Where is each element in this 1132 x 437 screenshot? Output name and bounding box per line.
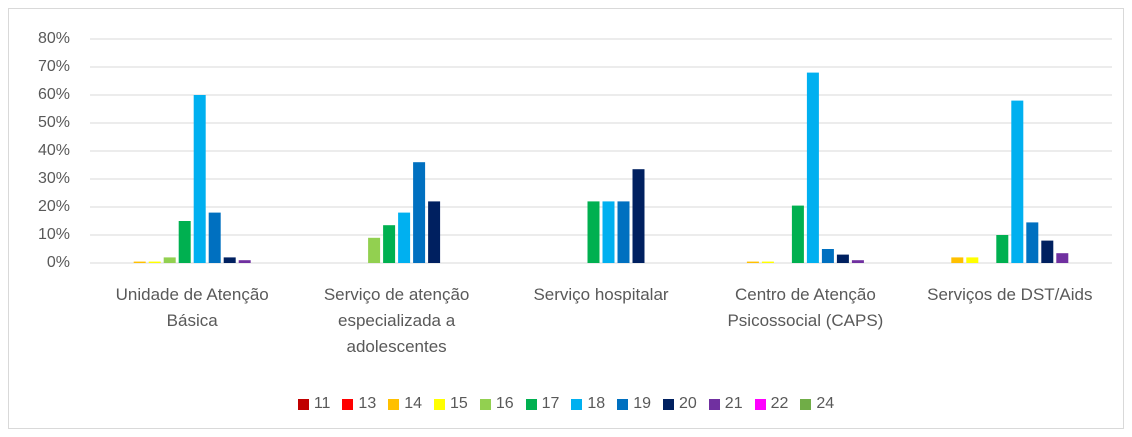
- bar: [428, 201, 441, 263]
- legend-swatch: [434, 398, 446, 410]
- bar: [383, 225, 396, 263]
- legend-label: 24: [816, 395, 835, 412]
- bar: [238, 260, 251, 263]
- legend-swatch: [342, 398, 354, 410]
- bar: [966, 257, 979, 263]
- x-tick-label: Unidade de Atenção Básica: [115, 285, 269, 330]
- legend-swatch: [663, 398, 674, 410]
- bar: [821, 249, 834, 263]
- legend-item: 15: [434, 395, 468, 413]
- bar: [761, 261, 774, 263]
- legend-label: 11: [313, 395, 331, 412]
- bar: [587, 201, 600, 263]
- legend-label: 19: [633, 395, 651, 412]
- legend-swatch: [800, 398, 812, 410]
- bar: [1011, 100, 1024, 263]
- legend-item: 18: [571, 395, 605, 413]
- y-tick-label: 40%: [38, 142, 70, 159]
- bar: [133, 261, 146, 263]
- legend-label: 18: [587, 395, 606, 412]
- bar: [413, 162, 426, 263]
- bar: [806, 72, 819, 263]
- legend-item: 16: [479, 395, 514, 413]
- legend-item: 14: [388, 395, 422, 413]
- legend-item: 21: [708, 395, 743, 413]
- bar: [1041, 240, 1054, 263]
- legend-item: 24: [800, 395, 834, 413]
- legend-swatch: [754, 398, 766, 410]
- bar: [836, 254, 849, 263]
- bar: [791, 205, 804, 263]
- legend-item: 13: [342, 395, 376, 413]
- legend-swatch: [388, 398, 400, 410]
- legend-swatch: [571, 398, 583, 410]
- chart-frame: [8, 8, 1124, 429]
- legend-label: 17: [541, 395, 560, 412]
- legend-item: 20: [663, 395, 697, 413]
- y-tick-label: 30%: [38, 170, 70, 187]
- bar: [996, 235, 1009, 263]
- bar: [193, 95, 206, 263]
- bar: [617, 201, 630, 263]
- bar: [368, 237, 381, 263]
- y-tick-label: 0%: [47, 254, 70, 271]
- legend-item: 11: [297, 395, 331, 413]
- legend-swatch: [617, 398, 629, 410]
- legend-label: 15: [450, 395, 468, 412]
- x-tick-label: Centro de Atenção Psicossocial (CAPS): [727, 285, 884, 330]
- legend-label: 14: [404, 395, 423, 412]
- bar: [951, 257, 964, 263]
- legend-swatch: [525, 398, 537, 410]
- bar: [746, 261, 759, 263]
- y-tick-label: 80%: [38, 30, 70, 47]
- bar: [632, 169, 645, 263]
- x-tick-label: Serviço de atenção especializada a adole…: [323, 285, 470, 356]
- legend-label: 22: [770, 395, 789, 412]
- legend-item: 19: [617, 395, 651, 413]
- bar: [398, 212, 411, 263]
- bar: [1026, 222, 1039, 263]
- legend-item: 17: [525, 395, 560, 413]
- bar: [148, 261, 161, 263]
- y-tick-label: 60%: [38, 86, 70, 103]
- y-tick-label: 70%: [38, 58, 70, 75]
- legend-label: 16: [495, 395, 514, 412]
- bar: [163, 257, 176, 263]
- bar: [602, 201, 615, 263]
- legend-label: 13: [358, 395, 377, 412]
- bar: [208, 212, 221, 263]
- bar: [178, 221, 191, 263]
- bar: [1056, 253, 1069, 263]
- legend-swatch: [479, 398, 491, 410]
- bar: [223, 257, 236, 263]
- y-tick-label: 10%: [38, 226, 70, 243]
- legend-label: 21: [724, 395, 743, 412]
- x-tick-label: Serviços de DST/Aids: [927, 285, 1093, 304]
- y-tick-label: 50%: [38, 114, 70, 131]
- legend-swatch: [708, 398, 720, 410]
- y-tick-label: 20%: [38, 198, 70, 215]
- x-tick-label: Serviço hospitalar: [533, 285, 669, 304]
- bar: [851, 260, 864, 263]
- legend-label: 20: [679, 395, 697, 412]
- legend-item: 22: [754, 395, 789, 413]
- legend-swatch: [297, 398, 309, 410]
- legend: 11 13 14 15 16 17 18 19 20 21 22 24: [0, 395, 1132, 413]
